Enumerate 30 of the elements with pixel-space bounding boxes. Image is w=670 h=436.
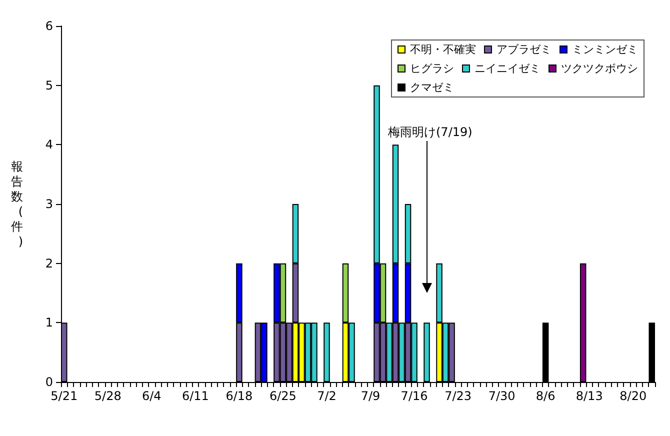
annotation: 梅雨明け(7/19) bbox=[387, 125, 472, 139]
x-tick-label: 8/6 bbox=[536, 389, 556, 403]
y-axis-title: 報告数(件) bbox=[11, 160, 23, 248]
legend-label: クマゼミ bbox=[410, 81, 454, 94]
y-tick-label: 5 bbox=[45, 78, 53, 92]
y-tick-label: 4 bbox=[45, 138, 53, 152]
y-tick-label: 2 bbox=[45, 256, 53, 270]
y-tick-label: 6 bbox=[45, 19, 53, 33]
x-tick-label: 7/30 bbox=[488, 389, 516, 403]
x-tick-label: 6/4 bbox=[142, 389, 162, 403]
y-tick-label: 1 bbox=[45, 316, 53, 330]
x-tick-label: 6/11 bbox=[182, 389, 209, 403]
y-tick-label: 0 bbox=[45, 375, 53, 389]
x-tick-label: 7/2 bbox=[317, 389, 336, 403]
x-tick-label: 7/23 bbox=[444, 389, 472, 403]
y-tick-label: 3 bbox=[45, 197, 53, 211]
legend-label: アブラゼミ bbox=[496, 43, 552, 56]
x-tick-label: 7/16 bbox=[400, 389, 428, 403]
x-tick-label: 8/13 bbox=[576, 389, 603, 403]
legend-label: 不明・不確実 bbox=[410, 43, 476, 56]
x-tick-label: 5/21 bbox=[50, 389, 78, 403]
x-tick-label: 7/9 bbox=[360, 389, 380, 403]
legend-label: ツクツクボウシ bbox=[561, 62, 638, 75]
legend-label: ヒグラシ bbox=[410, 62, 454, 75]
x-tick-label: 6/25 bbox=[269, 389, 296, 403]
x-tick-label: 6/18 bbox=[226, 389, 253, 403]
legend-label: ミンミンゼミ bbox=[572, 43, 638, 56]
x-tick-label: 8/20 bbox=[620, 389, 647, 403]
x-tick-label: 5/28 bbox=[94, 389, 122, 403]
legend-label: ニイニイゼミ bbox=[474, 62, 540, 75]
